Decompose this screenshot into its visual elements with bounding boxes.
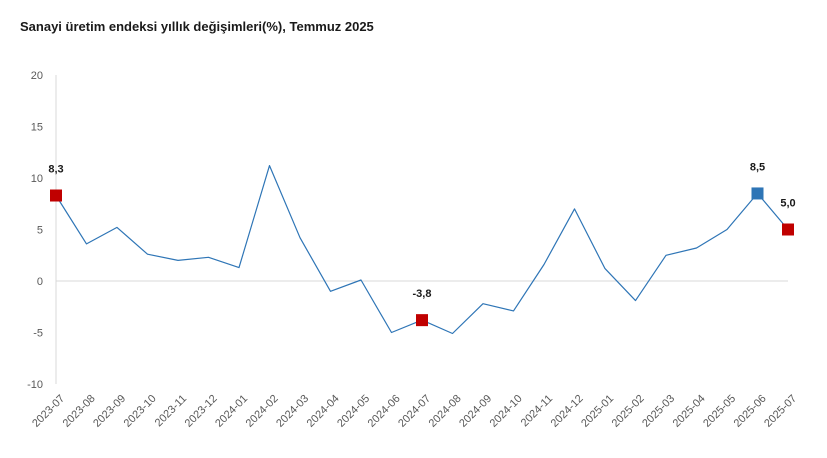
y-tick-label: -5 <box>33 328 43 340</box>
x-tick-label: 2023-10 <box>122 393 159 430</box>
x-tick-label: 2024-12 <box>549 393 586 430</box>
y-tick-label: 5 <box>37 225 43 237</box>
x-tick-label: 2023-07 <box>30 393 67 430</box>
x-tick-label: 2024-08 <box>427 393 464 430</box>
data-label: 8,3 <box>48 164 63 176</box>
x-tick-label: 2025-04 <box>671 393 708 430</box>
data-label: 5,0 <box>780 198 795 210</box>
data-point-marker <box>50 189 62 202</box>
data-label: -3,8 <box>413 288 432 300</box>
x-tick-label: 2023-09 <box>91 393 128 430</box>
y-tick-label: -10 <box>27 379 43 391</box>
data-point-marker <box>416 314 428 327</box>
data-label: 8,5 <box>750 161 765 173</box>
x-tick-label: 2025-03 <box>640 393 677 430</box>
x-tick-label: 2024-05 <box>335 393 372 430</box>
y-tick-label: 20 <box>31 70 43 82</box>
y-tick-label: 10 <box>31 173 43 185</box>
x-tick-label: 2023-12 <box>183 393 220 430</box>
x-tick-label: 2025-02 <box>610 393 647 430</box>
x-tick-label: 2025-05 <box>701 393 738 430</box>
x-tick-label: 2024-09 <box>457 393 494 430</box>
x-tick-label: 2024-06 <box>366 393 403 430</box>
x-tick-label: 2023-08 <box>61 393 98 430</box>
x-tick-label: 2025-01 <box>579 393 616 430</box>
x-tick-label: 2025-07 <box>762 393 799 430</box>
x-tick-label: 2024-07 <box>396 393 433 430</box>
data-point-marker <box>782 223 794 236</box>
data-point-marker <box>751 187 764 200</box>
x-tick-label: 2024-04 <box>305 393 342 430</box>
x-tick-label: 2025-06 <box>732 393 769 430</box>
chart-title: Sanayi üretim endeksi yıllık değişimleri… <box>20 19 374 34</box>
x-tick-label: 2024-02 <box>244 393 281 430</box>
y-tick-label: 0 <box>37 276 43 288</box>
series-line <box>55 165 789 335</box>
x-tick-label: 2024-03 <box>274 393 311 430</box>
x-tick-label: 2024-01 <box>213 393 250 430</box>
x-tick-label: 2024-10 <box>488 393 525 430</box>
y-tick-label: 15 <box>31 122 43 134</box>
